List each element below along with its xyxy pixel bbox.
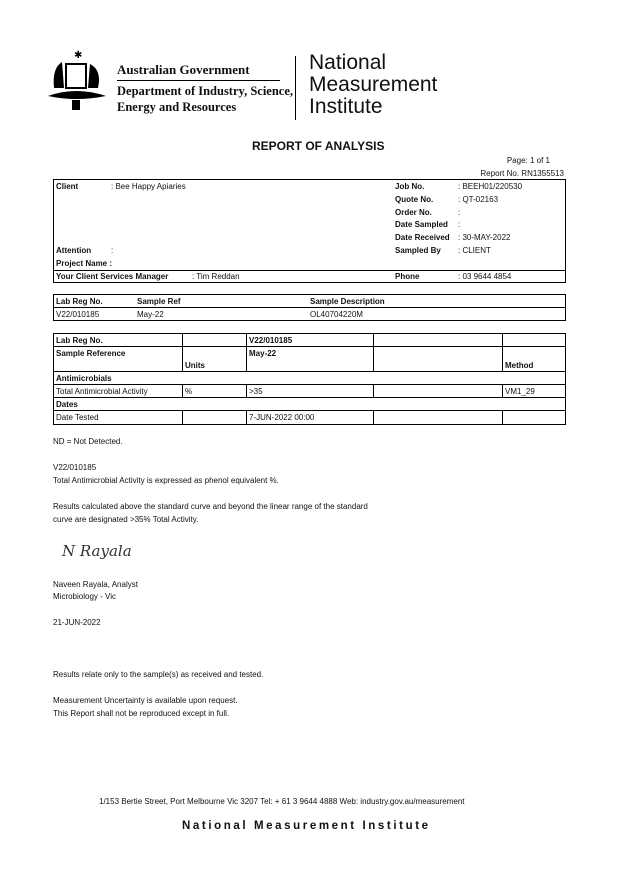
signature: N Rayala [62,542,132,560]
csm-value: : Tim Reddan [192,272,240,281]
page-number: Page: 1 of 1 [506,156,550,165]
phone-label: Phone [395,272,420,281]
nmi-logo: National Measurement Institute [309,51,438,118]
divider [117,80,280,81]
svg-text:✱: ✱ [74,50,82,61]
note: Measurement Uncertainty is available upo… [53,696,238,705]
cell: >35 [249,387,263,396]
analyst-name: Naveen Rayala, Analyst [53,580,138,589]
field-label: Date Received [395,233,450,243]
section-header: Antimicrobials [56,374,112,383]
row-header: Lab Reg No. [56,336,103,345]
field-value: : [458,220,461,230]
page-title: REPORT OF ANALYSIS [252,139,385,153]
client-value: : Bee Happy Apiaries [111,182,186,191]
note: ND = Not Detected. [53,437,123,446]
note: Results relate only to the sample(s) as … [53,670,264,679]
field-label: Sampled By [395,246,441,255]
col-header: Sample Description [310,297,385,306]
method-header: Method [505,361,534,370]
cell: % [185,387,193,396]
section-header: Dates [56,400,78,409]
phone-value: : 03 9644 4854 [458,272,512,281]
field-value: : QT-02163 [458,194,499,204]
client-label: Client [56,182,79,191]
gov-name: Australian Government [117,62,250,77]
note: Results calculated above the standard cu… [53,502,368,511]
footer-brand: National Measurement Institute [182,820,431,832]
footer-address: 1/153 Bertie Street, Port Melbourne Vic … [99,797,465,806]
field-value: : [458,207,461,217]
analyst-dept: Microbiology - Vic [53,592,116,601]
field-value: : 30-MAY-2022 [458,233,511,243]
report-number: Report No. RN1355513 [480,169,564,178]
field-label: Quote No. [395,194,434,204]
coat-of-arms-logo: ✱ [48,50,106,110]
report-date: 21-JUN-2022 [53,618,101,627]
cell: VM1_29 [505,387,535,396]
note: This Report shall not be reproduced exce… [53,709,230,718]
sample-ref-value: May-22 [249,349,277,358]
field-label: Order No. [395,207,432,217]
cell: Total Antimicrobial Activity [56,387,148,396]
cell: Date Tested [56,413,99,422]
col-header: Sample Ref [137,297,181,306]
cell: May-22 [137,310,164,319]
note: curve are designated >35% Total Activity… [53,515,199,524]
dept-name-2: Energy and Resources [117,100,237,114]
csm-label: Your Client Services Manager [56,272,169,281]
col-header: Lab Reg No. [56,297,103,306]
row-header: Sample Reference [56,349,126,358]
cell: OL40704220M [310,310,363,319]
note: Total Antimicrobial Activity is expresse… [53,476,279,485]
lab-reg-value: V22/010185 [249,336,293,345]
field-value: : CLIENT [458,246,491,255]
field-label: Job No. [395,182,425,191]
cell: V22/010185 [56,310,100,319]
note: V22/010185 [53,463,97,472]
units-header: Units [185,361,205,370]
dept-name: Department of Industry, Science, [117,84,294,98]
field-label: Date Sampled [395,220,448,230]
attention-label: Attention [56,246,92,255]
results-table [53,333,566,425]
divider [295,56,296,120]
project-label: Project Name : [56,259,113,268]
field-value: : BEEH01/220530 [458,182,523,191]
client-box [53,179,566,283]
cell: 7-JUN-2022 00:00 [249,413,315,422]
attention-value: : [111,246,114,255]
